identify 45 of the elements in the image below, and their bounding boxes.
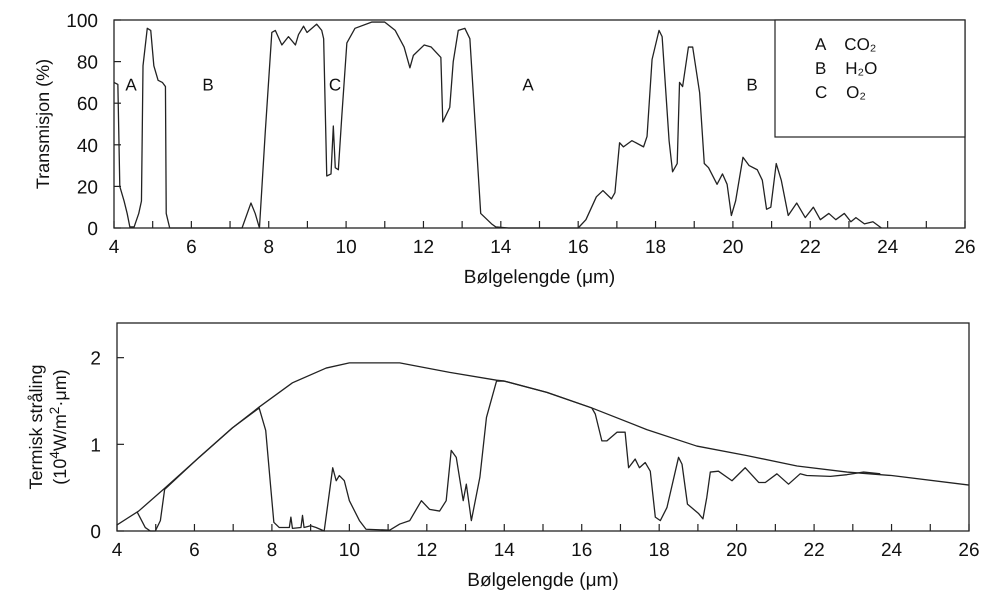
x-tick-label: 20 [722, 237, 744, 258]
y-tick-label: 1 [90, 435, 101, 456]
y-tick-label: 100 [66, 11, 98, 32]
annotation: C [328, 75, 342, 94]
annotation: B H₂O [815, 59, 878, 78]
annotation: C O₂ [815, 83, 866, 102]
x-tick-label: 26 [954, 237, 976, 258]
x-tick-label: 12 [412, 237, 434, 258]
x-axis-title: Bølgelengde (μm) [467, 570, 619, 591]
x-tick-label: 6 [189, 540, 200, 561]
annotation: A [125, 75, 138, 94]
annotation: A CO₂ [815, 35, 876, 54]
x-tick-label: 14 [490, 237, 512, 258]
x-axis-title: Bølgelengde (μm) [464, 267, 616, 288]
x-tick-label: 22 [800, 237, 821, 258]
y-tick-label: 40 [76, 136, 98, 157]
x-tick-label: 16 [571, 540, 592, 561]
x-tick-label: 22 [804, 540, 825, 561]
x-tick-label: 24 [880, 540, 903, 561]
y-tick-label: 0 [90, 522, 101, 543]
x-tick-label: 6 [186, 237, 197, 258]
x-tick-label: 12 [416, 540, 438, 561]
key-box: A CO₂ B H₂O C O₂ [774, 19, 966, 138]
annotation: A [522, 75, 534, 94]
x-tick-label: 8 [266, 540, 278, 561]
x-tick-label: 24 [877, 237, 899, 258]
x-tick-label: 4 [108, 237, 120, 258]
x-tick-label: 18 [644, 237, 666, 258]
x-tick-label: 20 [726, 540, 748, 561]
annotation: B [202, 75, 214, 94]
x-tick-label: 4 [112, 540, 123, 561]
x-tick-label: 10 [338, 540, 360, 561]
x-tick-label: 18 [648, 540, 670, 561]
y-tick-label: 80 [76, 52, 98, 74]
x-tick-label: 16 [568, 237, 589, 258]
x-tick-label: 8 [263, 237, 274, 258]
annotation: B [746, 75, 758, 94]
x-tick-label: 10 [336, 237, 357, 258]
y-axis-title: Transmisjon (%) [33, 58, 53, 190]
x-tick-label: 14 [494, 540, 516, 561]
y-tick-label: 20 [76, 177, 98, 198]
y-tick-label: 60 [76, 94, 98, 116]
x-tick-label: 26 [958, 540, 980, 561]
y-tick-label: 0 [87, 219, 98, 240]
y-tick-label: 2 [90, 348, 101, 370]
